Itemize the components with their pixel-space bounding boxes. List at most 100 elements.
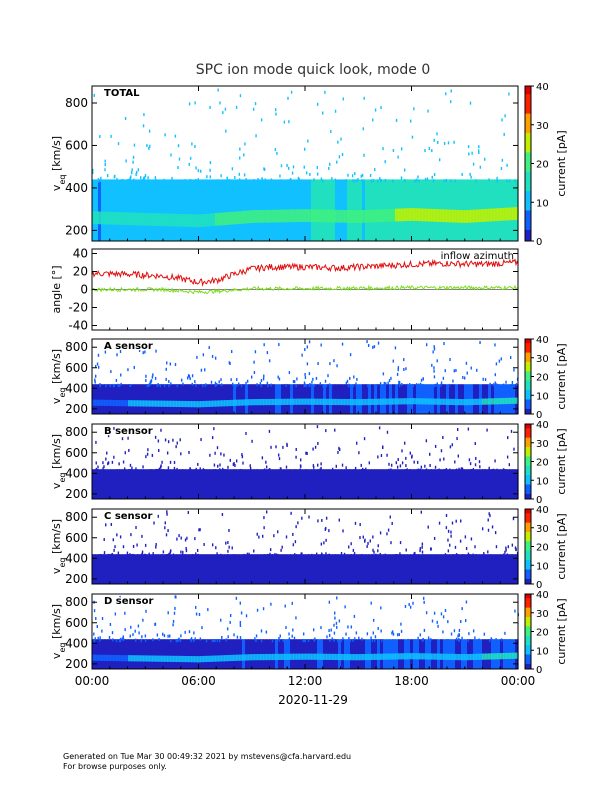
core-band-cell [362,399,366,406]
band-cell [302,469,306,499]
sparse-pixel [270,445,272,449]
core-band-cell [98,211,102,225]
sparse-pixel [422,596,425,600]
sparse-pixel [178,534,180,538]
sparse-pixel [427,638,430,642]
sparse-pixel [470,175,472,179]
sparse-pixel [341,463,344,467]
core-band-cell [221,655,225,662]
sparse-pixel [98,554,101,558]
core-band-cell [278,653,282,660]
band-cell [338,554,342,584]
core-band-cell [365,209,369,223]
core-band-cell [338,398,342,406]
band-cell [308,554,312,584]
sparse-pixel [116,469,119,473]
colorbar-cell [525,202,531,207]
sparse-pixel [416,460,419,464]
band-cell [317,469,321,499]
band-cell [143,554,147,584]
core-band-cell [509,652,513,659]
band-cell [506,554,510,584]
sparse-pixel [313,178,315,182]
sparse-pixel [122,179,124,183]
band-cell [395,554,399,584]
core-band-cell [233,211,237,225]
band-cell [128,179,132,241]
core-band-cell [467,653,471,661]
sparse-pixel [125,159,127,163]
band-cell [377,469,381,499]
core-band-cell [431,653,435,660]
y-tick-label: 400 [65,636,88,650]
band-cell [194,179,198,241]
colorbar-cell [525,520,531,523]
band-cell [257,469,261,499]
panel-label: B sensor [104,426,153,437]
sparse-pixel [464,376,466,380]
sparse-pixel [433,347,436,351]
colorbar-cell [525,527,531,531]
sparse-pixel [355,631,358,635]
sparse-pixel [312,377,314,381]
sparse-pixel [262,377,265,381]
sparse-pixel [303,147,306,151]
colorbar-cell [525,374,531,377]
sparse-pixel [118,384,121,388]
core-band-cell [311,653,315,660]
sparse-pixel [276,151,278,155]
core-band-cell [110,654,114,662]
band-cell [161,554,165,584]
sparse-pixel [367,541,369,545]
core-band-cell [437,209,441,222]
core-band-cell [212,400,216,407]
core-band-cell [320,398,324,405]
sparse-pixel [329,638,331,642]
sparse-pixel [503,553,505,557]
band-cell [236,179,240,241]
sparse-pixel [169,460,172,464]
sparse-pixel [443,342,445,346]
band-cell [332,554,336,584]
core-band-cell [506,397,510,405]
core-band-cell [170,400,174,407]
sparse-pixel [349,639,352,643]
sparse-pixel [401,461,404,465]
sparse-pixel [122,545,125,549]
colorbar-label: current [pA] [555,130,568,196]
sparse-pixel [256,608,259,612]
sparse-pixel [95,467,98,471]
sparse-pixel [222,111,224,115]
band-cell [152,384,156,414]
sparse-pixel [479,465,481,469]
sparse-pixel [295,554,298,558]
band-cell [149,639,153,669]
sparse-pixel [236,179,239,183]
sparse-pixel [457,554,459,558]
band-cell [296,554,300,584]
core-band-cell [104,399,108,406]
sparse-pixel [265,630,268,634]
sparse-pixel [349,376,351,380]
band-cell [119,469,123,499]
band-cell [173,384,177,414]
sparse-pixel [156,469,158,473]
band-cell [200,639,204,669]
core-band-cell [437,398,441,405]
band-cell [170,179,174,241]
sparse-pixel [414,554,417,558]
sparse-pixel [433,366,435,370]
colorbar-cell [525,385,531,389]
band-cell [242,639,246,669]
sparse-pixel [400,622,402,626]
colorbar-tick-label: 10 [536,561,549,572]
band-cell [407,554,411,584]
sparse-pixel [195,467,197,471]
band-cell [407,469,411,499]
core-band-cell [269,398,273,406]
band-cell [167,469,171,499]
sparse-pixel [135,170,138,174]
sparse-pixel [261,456,264,460]
colorbar-cell [525,346,531,349]
colorbar-cell [525,352,531,355]
